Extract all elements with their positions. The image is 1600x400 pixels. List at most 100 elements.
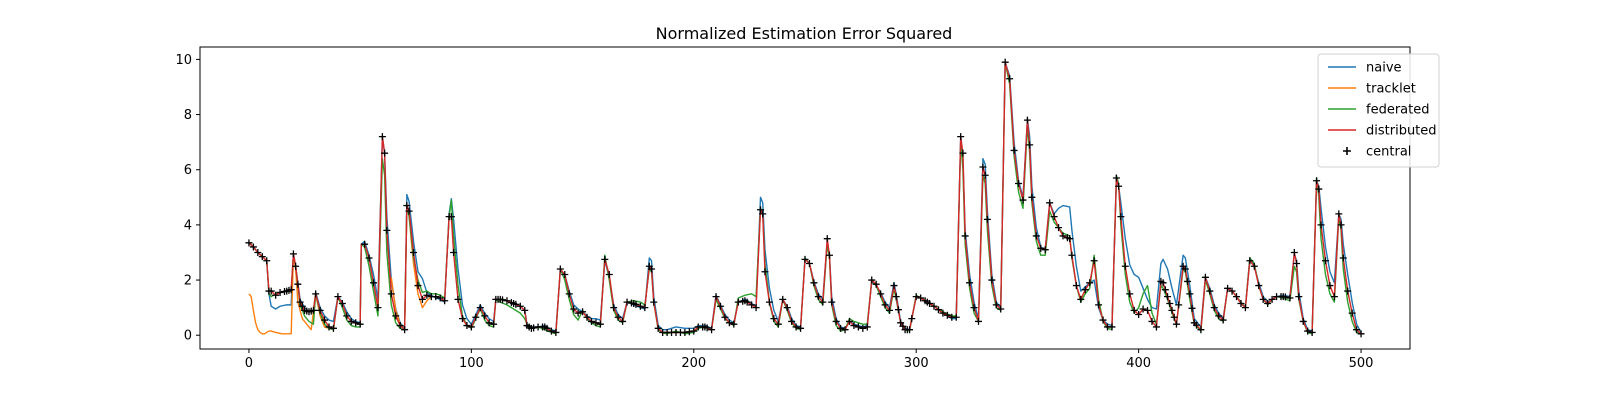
central-marker — [690, 327, 698, 335]
x-tick-label: 200 — [681, 356, 706, 371]
central-marker — [890, 282, 898, 290]
central-marker — [854, 323, 862, 331]
central-marker — [1121, 262, 1129, 270]
central-marker — [374, 304, 382, 312]
central-marker — [1144, 306, 1152, 314]
central-marker — [321, 316, 329, 324]
central-marker — [596, 320, 604, 328]
central-marker — [917, 294, 925, 302]
central-marker — [792, 323, 800, 331]
central-marker — [263, 257, 271, 265]
central-marker — [1135, 311, 1143, 319]
y-tick-label: 8 — [184, 108, 192, 123]
central-markers — [245, 58, 1365, 338]
central-marker — [1348, 309, 1356, 317]
central-marker — [1184, 277, 1192, 285]
y-tick-label: 0 — [184, 329, 192, 344]
central-marker — [1241, 304, 1249, 312]
central-marker — [845, 317, 853, 325]
central-marker — [1206, 287, 1214, 295]
central-marker — [561, 271, 569, 279]
central-marker — [872, 280, 880, 288]
central-marker — [521, 306, 529, 314]
central-marker — [957, 133, 965, 141]
central-marker — [1224, 284, 1232, 292]
central-marker — [894, 306, 902, 314]
central-marker — [1161, 286, 1169, 294]
series-layer — [248, 61, 1362, 335]
central-marker — [287, 286, 295, 294]
central-marker — [423, 291, 431, 299]
central-marker — [610, 304, 618, 312]
central-marker — [886, 306, 894, 314]
central-marker — [378, 133, 386, 141]
central-marker — [1299, 317, 1307, 325]
central-marker — [401, 326, 409, 334]
y-tick-label: 6 — [184, 163, 192, 178]
central-marker — [774, 320, 782, 328]
x-tick-label: 0 — [245, 356, 253, 371]
central-marker — [748, 301, 756, 309]
central-marker — [959, 149, 967, 157]
central-marker — [997, 305, 1005, 313]
central-marker — [632, 300, 640, 308]
plot-frame — [199, 46, 1411, 350]
central-marker — [1293, 260, 1301, 267]
central-marker — [981, 171, 989, 179]
central-marker — [352, 319, 360, 327]
central-marker — [877, 290, 885, 298]
central-marker — [974, 317, 982, 325]
central-marker — [1197, 326, 1205, 334]
central-marker — [641, 304, 649, 312]
central-marker — [396, 322, 404, 330]
central-marker — [759, 210, 767, 218]
x-tick-label: 300 — [904, 356, 929, 371]
central-marker — [1068, 251, 1076, 259]
central-marker — [1290, 248, 1298, 256]
central-marker — [730, 320, 738, 328]
central-marker — [841, 326, 849, 334]
central-marker — [1112, 174, 1120, 182]
central-marker — [1264, 299, 1272, 307]
central-marker — [966, 279, 974, 287]
central-marker — [1326, 282, 1334, 290]
central-marker — [254, 248, 262, 256]
central-marker — [565, 290, 573, 298]
central-marker — [819, 298, 827, 306]
central-marker — [979, 163, 987, 171]
central-marker — [556, 265, 564, 273]
central-marker — [805, 260, 813, 267]
central-marker — [868, 276, 876, 284]
central-marker — [1046, 199, 1054, 207]
central-marker — [512, 300, 520, 308]
central-marker — [1001, 58, 1009, 66]
central-marker — [276, 288, 284, 296]
central-marker — [432, 293, 440, 301]
central-marker — [926, 299, 934, 307]
central-marker — [1152, 323, 1160, 331]
central-marker — [1172, 320, 1180, 328]
central-marker — [1019, 196, 1027, 204]
central-marker — [859, 324, 867, 332]
central-marker — [516, 302, 524, 310]
central-marker — [503, 297, 511, 305]
legend-label-federated: federated — [1366, 103, 1429, 118]
central-marker — [708, 326, 716, 334]
central-marker — [583, 313, 591, 321]
central-marker — [961, 232, 969, 240]
central-marker — [743, 298, 751, 306]
central-marker — [1308, 328, 1316, 336]
central-marker — [783, 304, 791, 312]
central-marker — [850, 322, 858, 330]
central-marker — [1192, 321, 1200, 329]
central-marker — [1130, 306, 1138, 314]
central-marker — [356, 320, 364, 328]
central-marker — [267, 287, 275, 295]
central-marker — [636, 302, 644, 310]
central-marker — [1295, 293, 1303, 301]
central-marker — [1077, 295, 1085, 303]
central-marker — [823, 235, 831, 243]
central-marker — [934, 306, 942, 314]
x-tick-label: 500 — [1349, 356, 1374, 371]
